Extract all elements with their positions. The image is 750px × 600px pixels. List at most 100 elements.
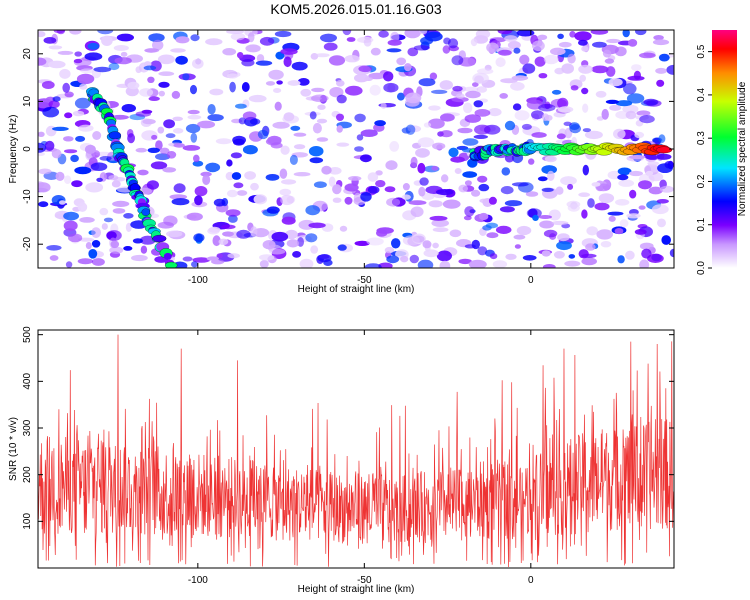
heatmap-cell (625, 110, 637, 120)
heatmap-cell (337, 244, 347, 251)
heatmap-cell (578, 64, 593, 74)
heatmap-cell (293, 144, 306, 150)
streak-cell (141, 208, 151, 216)
heatmap-x-label: Height of straight line (km) (298, 284, 415, 295)
heatmap-cell (578, 249, 589, 259)
heatmap-cell (207, 114, 224, 122)
heatmap-cell (639, 259, 650, 268)
heatmap-cell (601, 108, 609, 120)
heatmap-cell (193, 154, 200, 163)
heatmap-cell (474, 75, 484, 84)
heatmap-cell (148, 96, 160, 101)
heatmap-cell (242, 145, 258, 155)
heatmap-cell (574, 31, 592, 41)
heatmap-cell (551, 220, 569, 226)
heatmap-cell (274, 30, 292, 38)
heatmap-cell (316, 137, 329, 142)
heatmap-cell (48, 45, 63, 50)
heatmap-cell (419, 177, 429, 186)
heatmap-streaks (86, 87, 673, 268)
heatmap-cell (537, 176, 548, 182)
heatmap-cell (656, 153, 672, 160)
heatmap-cell (110, 240, 120, 249)
heatmap-cell (308, 146, 324, 157)
heatmap-cell (376, 227, 394, 234)
heatmap-cell (369, 84, 381, 96)
heatmap-cell (38, 31, 46, 38)
heatmap-cell (316, 118, 328, 124)
heatmap-cell (569, 31, 576, 38)
heatmap-cell (281, 216, 296, 225)
heatmap-cell (428, 105, 441, 111)
heatmap-cell (514, 244, 522, 249)
snr-y-tick-label: 400 (22, 373, 33, 390)
heatmap-cell (212, 235, 221, 247)
colorbar-tick-label: 0.1 (696, 217, 707, 231)
heatmap-cell (387, 39, 402, 46)
heatmap-cell (194, 186, 208, 197)
heatmap-cell (147, 76, 155, 84)
snr-x-tick-label: 0 (528, 575, 534, 586)
heatmap-cell (339, 225, 348, 232)
heatmap-cell (69, 30, 82, 35)
heatmap-cell (657, 218, 666, 228)
heatmap-cell (92, 131, 102, 140)
heatmap-cell (329, 87, 344, 98)
heatmap-cell (596, 116, 604, 121)
heatmap-cell (556, 241, 572, 251)
heatmap-cell (651, 253, 662, 262)
heatmap-cell (112, 208, 126, 214)
heatmap-cell (245, 44, 261, 53)
heatmap-y-tick-label: -20 (22, 237, 33, 252)
heatmap-cell (38, 182, 51, 193)
heatmap-cell (537, 34, 548, 40)
heatmap-cell (478, 183, 490, 192)
heatmap-cell (344, 183, 359, 192)
heatmap-cell (87, 42, 100, 50)
heatmap-cell (103, 217, 114, 223)
heatmap-cell (512, 103, 522, 111)
heatmap-cell (538, 73, 548, 79)
heatmap-cell (544, 155, 557, 163)
heatmap-cell (222, 48, 237, 56)
heatmap-cell (613, 128, 626, 140)
heatmap-cell (378, 30, 389, 38)
heatmap-cell (495, 225, 512, 234)
heatmap-cell (557, 233, 570, 242)
heatmap-cell (299, 258, 314, 268)
heatmap-cell (158, 71, 175, 76)
heatmap-cell (311, 94, 329, 103)
heatmap-cell (137, 169, 149, 176)
heatmap-cell (360, 129, 378, 137)
heatmap-cell (43, 37, 57, 44)
heatmap-cell (226, 159, 233, 167)
heatmap-cell (462, 138, 479, 146)
heatmap-cell (658, 134, 666, 144)
heatmap-cell (586, 226, 598, 236)
heatmap-cell (417, 259, 434, 268)
heatmap-cell (187, 114, 202, 120)
chart-title: KOM5.2026.015.01.16.G03 (270, 1, 441, 17)
heatmap-cell (556, 133, 566, 140)
heatmap-cell (639, 242, 654, 250)
heatmap-cell (401, 194, 411, 200)
snr-y-tick-label: 300 (22, 419, 33, 436)
heatmap-cell (276, 80, 283, 85)
heatmap-cell (63, 220, 78, 231)
heatmap-cell (225, 171, 234, 181)
heatmap-cell (564, 260, 581, 267)
heatmap-cell (473, 134, 488, 139)
heatmap-cell (658, 53, 670, 62)
heatmap-cell (328, 55, 346, 66)
heatmap-cell (259, 260, 269, 268)
heatmap-cell (463, 215, 472, 221)
heatmap-cell (617, 255, 625, 264)
heatmap-cell (192, 160, 204, 167)
heatmap-cell (63, 211, 79, 221)
heatmap-cell (159, 147, 170, 155)
snr-y-ticks: 100 200 300 400 500 (22, 326, 674, 530)
heatmap-cell (522, 63, 536, 74)
heatmap-cell (191, 261, 198, 268)
heatmap-cell (345, 85, 363, 96)
heatmap-cell (432, 242, 439, 249)
